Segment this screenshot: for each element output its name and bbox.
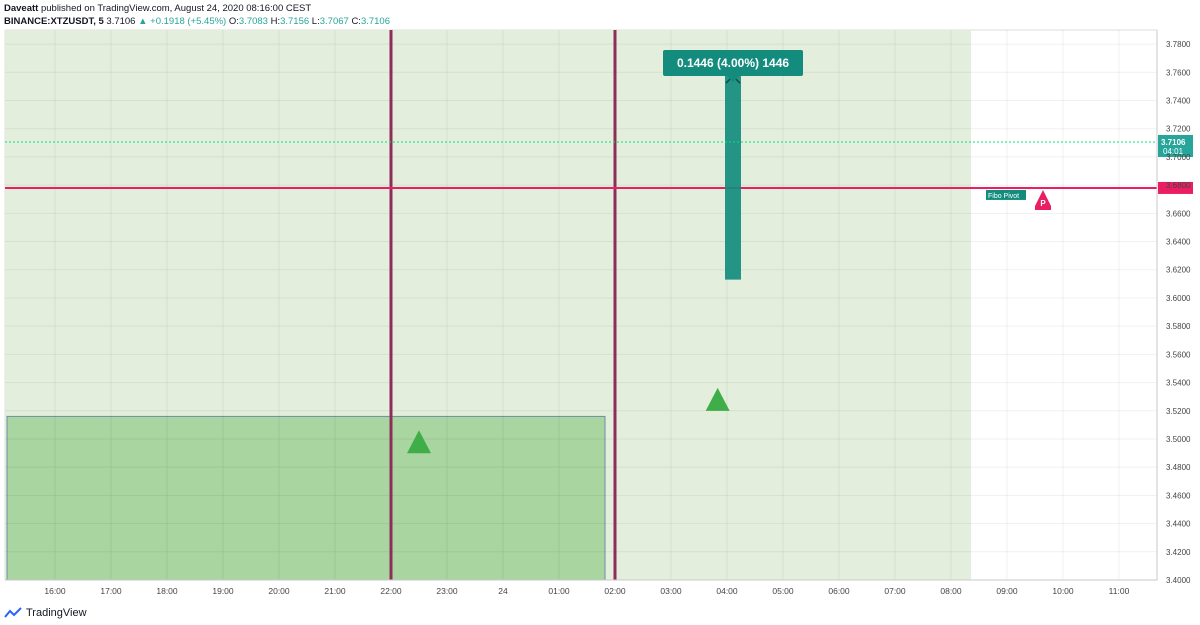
pivot-marker-icon[interactable] <box>1035 189 1051 210</box>
y-tick-label: 3.6400 <box>1166 238 1191 247</box>
last-price-tag-bg <box>1158 134 1193 157</box>
low-value: 3.7067 <box>319 16 349 27</box>
x-tick-label: 04:00 <box>716 586 738 596</box>
tradingview-logo-icon[interactable] <box>4 607 22 619</box>
x-tick-label: 24 <box>498 586 508 596</box>
publish-line: Daveatt published on TradingView.com, Au… <box>4 2 390 15</box>
y-tick-label: 3.4600 <box>1166 491 1191 500</box>
last-price: 3.7106 <box>106 16 136 27</box>
y-tick-label: 3.4200 <box>1166 548 1191 557</box>
x-tick-label: 07:00 <box>884 586 906 596</box>
footer: TradingView <box>4 603 87 623</box>
x-tick-label: 16:00 <box>44 586 66 596</box>
range-box <box>6 415 606 581</box>
y-tick-label: 3.7200 <box>1166 125 1191 134</box>
measure-label-bg <box>663 50 803 76</box>
y-tick-label: 3.6600 <box>1166 209 1191 218</box>
y-tick-label: 3.5600 <box>1166 350 1191 359</box>
published-text: published on TradingView.com, August 24,… <box>40 3 312 14</box>
x-tick-label: 11:00 <box>1109 586 1130 596</box>
price-change: ▲ +0.1918 (+5.45%) <box>138 16 227 27</box>
tradingview-brand: TradingView <box>26 607 87 619</box>
x-tick-label: 09:00 <box>996 586 1018 596</box>
x-tick-label: 23:00 <box>436 586 458 596</box>
x-tick-label: 03:00 <box>660 586 682 596</box>
pivot-price-tag-bg <box>1158 181 1193 194</box>
high-value: 3.7156 <box>280 16 310 27</box>
x-tick-label: 06:00 <box>828 586 850 596</box>
measure-label-pointer <box>727 76 739 82</box>
chart-header: Daveatt published on TradingView.com, Au… <box>4 2 390 28</box>
high-label: H: <box>270 16 281 27</box>
y-tick-label: 3.4000 <box>1166 576 1191 585</box>
measure-label: 0.1446 (4.00%) 1446 <box>677 56 789 70</box>
x-tick-label: 18:00 <box>156 586 178 596</box>
session-backgrounds <box>5 30 971 581</box>
y-tick-label: 3.4400 <box>1166 520 1191 529</box>
x-tick-label: 17:00 <box>100 586 122 596</box>
x-tick-label: 05:00 <box>772 586 794 596</box>
pivot-label-bg <box>986 189 1026 200</box>
y-tick-label: 3.5400 <box>1166 379 1191 388</box>
y-tick-label: 3.4800 <box>1166 463 1191 472</box>
y-tick-label: 3.5200 <box>1166 407 1191 416</box>
last-price-tag: 3.7106 <box>1161 138 1186 147</box>
y-tick-label: 3.6200 <box>1166 266 1191 275</box>
author-name[interactable]: Daveatt <box>4 3 39 14</box>
overlays: Fibo Pivot P 0.1446 (4.00%) 1446 3.710604:0… <box>5 30 1193 580</box>
ohlc-line: BINANCE:XTZUSDT, 5 3.7106 ▲ +0.1918 (+5.… <box>4 15 390 28</box>
pivot-label: Fibo Pivot <box>988 193 1019 200</box>
open-value: 3.7083 <box>238 16 268 27</box>
y-tick-label: 3.5800 <box>1166 322 1191 331</box>
x-tick-label: 20:00 <box>268 586 290 596</box>
y-tick-label: 3.7600 <box>1166 68 1191 77</box>
x-tick-label: 19:00 <box>212 586 234 596</box>
open-label: O: <box>228 16 239 27</box>
y-tick-label: 3.5000 <box>1166 435 1191 444</box>
y-tick-label: 3.7000 <box>1166 153 1191 162</box>
x-tick-label: 08:00 <box>940 586 962 596</box>
pivot-marker-label: P <box>1040 199 1046 208</box>
axes: 3.7800 3.7600 3.7400 3.7200 3.7000 3.6800 3.66… <box>5 30 1191 596</box>
x-tick-label: 02:00 <box>604 586 626 596</box>
x-tick-label: 21:00 <box>324 586 346 596</box>
x-tick-label: 01:00 <box>548 586 570 596</box>
buy-signal-icon <box>407 430 431 454</box>
y-tick-label: 3.7400 <box>1166 97 1191 106</box>
close-value: 3.7106 <box>360 16 390 27</box>
close-label: C: <box>351 16 361 27</box>
measure-box[interactable] <box>725 75 741 280</box>
y-tick-label: 3.6000 <box>1166 294 1191 303</box>
countdown-tag: 04:01 <box>1163 147 1184 156</box>
low-label: L: <box>311 16 320 27</box>
y-tick-label: 3.6800 <box>1166 181 1191 190</box>
y-tick-label: 3.7800 <box>1166 40 1191 49</box>
x-tick-label: 22:00 <box>380 586 402 596</box>
x-tick-label: 10:00 <box>1052 586 1074 596</box>
symbol-label[interactable]: BINANCE:XTZUSDT, 5 <box>4 16 104 27</box>
buy-signal-icon <box>705 387 730 411</box>
